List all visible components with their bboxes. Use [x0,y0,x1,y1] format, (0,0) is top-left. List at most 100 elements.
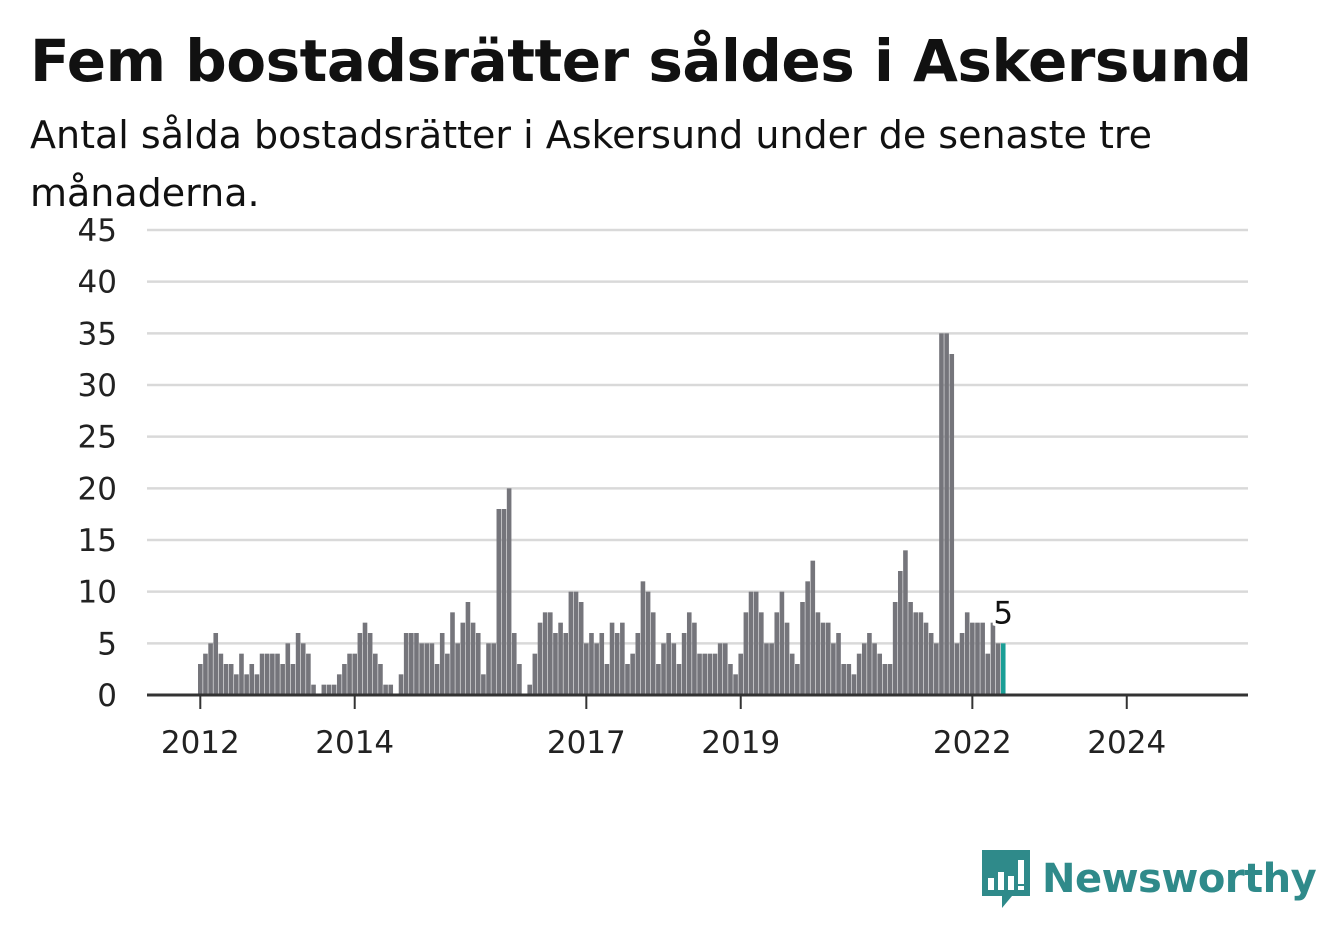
bar [666,633,671,695]
bar [239,653,244,695]
bar [928,633,934,695]
bar [434,664,440,695]
chart-title: Fem bostadsrätter såldes i Askersund [30,27,1252,95]
bar [825,622,831,695]
bar [198,664,203,695]
bar [511,633,517,695]
bar [506,488,512,695]
bar [481,674,486,695]
bar [985,653,991,695]
bar [547,612,553,695]
latest-value-label: 5 [993,595,1013,631]
x-tick-label: 2014 [315,725,394,761]
bar [486,643,491,695]
bar [743,612,749,695]
bar [702,653,708,695]
bar [861,643,867,695]
bar [542,612,548,695]
bar [594,643,599,695]
bar [223,664,229,695]
bar [460,622,466,695]
bar [501,509,507,695]
x-tick-label: 2019 [701,725,780,761]
bar [259,653,265,695]
bar [553,633,558,695]
bar [887,664,893,695]
bar [990,622,996,695]
bar [872,643,877,695]
bar [625,664,630,695]
bar [882,664,888,695]
bar [892,602,898,695]
bar [470,622,476,695]
bar [532,653,538,695]
bars [198,333,1006,695]
axes: 0 5 10 15 20 25 30 35 40 45 2012 2014 2017 2019 2022 20… [78,213,1248,761]
bar [748,591,754,695]
bar [383,684,388,695]
bar [650,612,656,695]
bar [264,653,270,695]
bar [388,684,394,695]
bar [728,664,733,695]
bar [789,653,795,695]
bar [295,633,301,695]
bar [326,684,332,695]
bar [527,684,533,695]
y-tick-label: 0 [97,678,117,714]
bar [635,633,641,695]
bar [414,633,419,695]
bar [975,622,980,695]
bar [707,653,713,695]
bar [717,643,723,695]
bar [810,560,816,695]
bar [774,612,780,695]
grid-lines [147,228,1248,645]
bar [918,612,924,695]
bar [738,653,744,695]
bar [331,684,337,695]
bar [934,643,939,695]
y-tick-label: 20 [78,471,117,507]
bar [475,633,481,695]
bar [944,333,949,695]
bar [347,653,352,695]
bar [877,653,883,695]
bar [419,643,424,695]
bar [403,633,409,695]
bar-chart-speech-bubble-icon [982,850,1030,908]
bar [831,643,836,695]
bar [851,674,857,695]
bar [362,622,368,695]
bar [661,643,666,695]
y-tick-label: 10 [78,575,117,611]
bar [342,664,347,695]
bar [321,684,327,695]
bar [424,643,430,695]
bar [357,633,363,695]
bar [609,622,615,695]
bar [584,643,589,695]
bar [820,622,826,695]
bar [203,653,208,695]
bar [439,633,445,695]
bar [630,653,635,695]
bar [897,571,903,695]
bar [445,653,450,695]
bar [759,612,764,695]
bar [805,581,810,695]
bar [311,684,316,695]
bar [913,612,919,695]
bar [846,664,852,695]
y-tick-label: 5 [97,626,117,662]
bar [496,509,502,695]
bar [784,622,790,695]
bar [280,664,285,695]
bar [908,602,913,695]
bar [676,664,682,695]
bar [228,664,234,695]
x-tick-label: 2022 [933,725,1012,761]
bar [722,643,728,695]
bar [465,602,471,695]
bar [815,612,821,695]
